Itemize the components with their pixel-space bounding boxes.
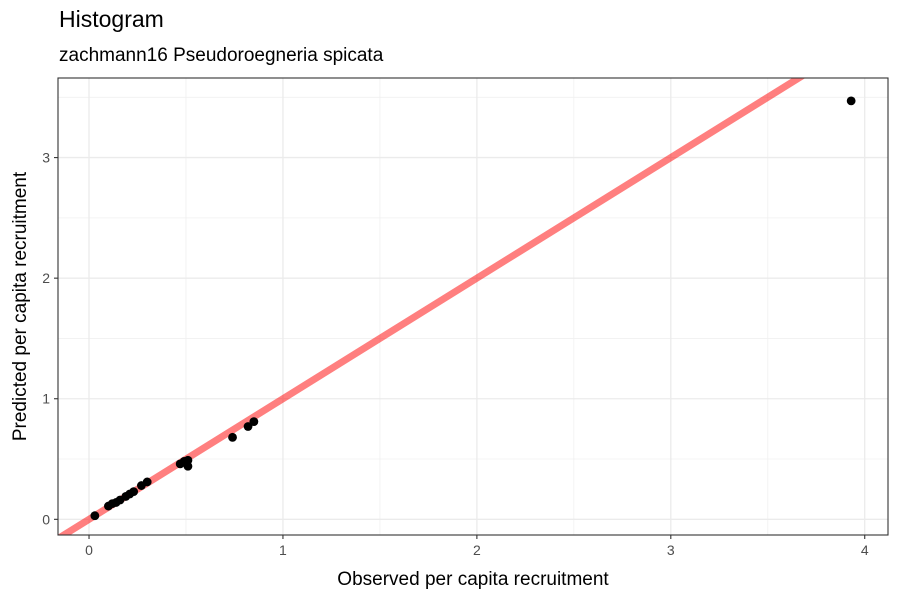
- data-point: [183, 455, 193, 465]
- x-axis-title: Observed per capita recruitment: [337, 569, 609, 590]
- y-axis-title: Predicted per capita recruitment: [10, 171, 31, 441]
- data-point: [846, 96, 856, 106]
- y-tick-label: 0: [42, 511, 50, 527]
- reference-line: [58, 78, 806, 535]
- data-point: [90, 511, 100, 521]
- chart-title: Histogram: [59, 6, 164, 32]
- data-points: [90, 96, 856, 521]
- y-tick-label: 1: [42, 391, 50, 407]
- data-point: [228, 432, 237, 442]
- chart-subtitle: zachmann16 Pseudoroegneria spicata: [59, 45, 384, 66]
- reference-line-group: [58, 78, 806, 535]
- x-tick-label: 0: [85, 542, 93, 558]
- x-tick-label: 4: [861, 542, 869, 558]
- data-point: [243, 422, 253, 431]
- data-point: [129, 487, 139, 496]
- y-tick-label: 3: [42, 150, 50, 166]
- x-tick-label: 3: [667, 542, 675, 558]
- x-tick-label: 1: [279, 542, 287, 558]
- y-axis: 0 1 2 3: [42, 150, 58, 527]
- x-tick-label: 2: [473, 542, 481, 558]
- data-point: [249, 417, 259, 427]
- data-point: [142, 477, 152, 487]
- x-axis: 0 1 2 3 4: [85, 535, 869, 558]
- plot-panel-border: [57, 77, 889, 536]
- data-point: [183, 461, 193, 471]
- y-tick-label: 2: [42, 270, 50, 286]
